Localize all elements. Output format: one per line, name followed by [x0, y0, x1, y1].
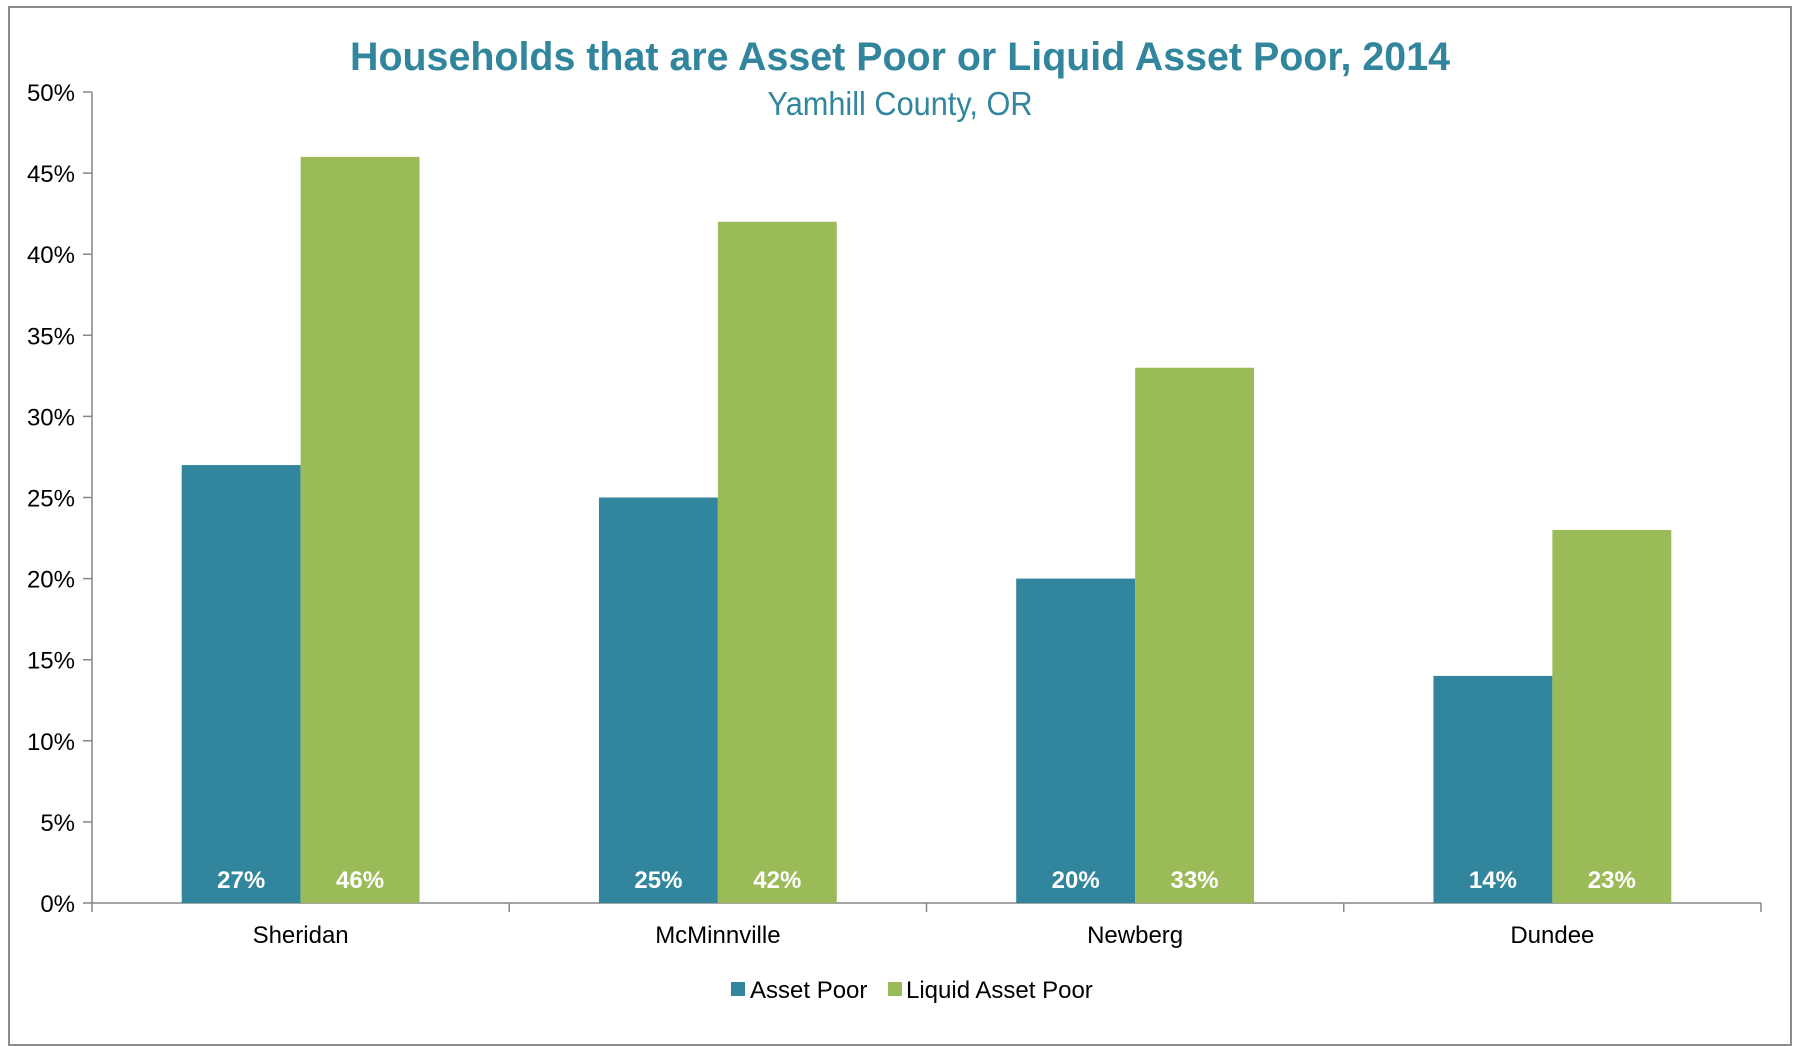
- data-label: 20%: [1052, 867, 1100, 894]
- y-tick-label: 35%: [27, 323, 75, 350]
- data-label: 23%: [1588, 867, 1636, 894]
- data-label: 42%: [753, 867, 801, 894]
- chart-subtitle: Yamhill County, OR: [768, 85, 1033, 122]
- bar-asset-poor: [181, 465, 301, 903]
- y-axis: 0% 5% 10% 15% 20% 25% 30% 35% 40% 45% 50%: [27, 80, 93, 918]
- bar-liquid-asset-poor: [1552, 529, 1672, 903]
- y-tick-label: 25%: [27, 486, 75, 513]
- chart-title: Households that are Asset Poor or Liquid…: [350, 35, 1451, 79]
- x-axis: Sheridan McMinnville Newberg Dundee: [91, 902, 1762, 949]
- y-tick-label: 10%: [27, 729, 75, 756]
- bar-liquid-asset-poor: [717, 221, 837, 903]
- legend-label: Asset Poor: [750, 977, 867, 1004]
- x-category-label: Sheridan: [253, 922, 349, 949]
- x-category-label: Newberg: [1087, 922, 1183, 949]
- y-tick-label: 30%: [27, 404, 75, 431]
- legend-swatch: [888, 982, 902, 996]
- bar-asset-poor: [1433, 675, 1553, 903]
- bar-liquid-asset-poor: [300, 156, 420, 903]
- bar-asset-poor: [1016, 578, 1136, 903]
- y-tick-label: 15%: [27, 648, 75, 675]
- y-tick-label: 40%: [27, 242, 75, 269]
- data-label: 25%: [634, 867, 682, 894]
- bar-chart: Households that are Asset Poor or Liquid…: [27, 35, 1762, 1004]
- legend-swatch: [731, 982, 745, 996]
- legend: Asset Poor Liquid Asset Poor: [731, 977, 1093, 1004]
- bar-asset-poor: [598, 497, 718, 903]
- data-label: 27%: [217, 867, 265, 894]
- bar-liquid-asset-poor: [1135, 367, 1255, 903]
- bars: 27% 46% 25% 42% 20% 33% 14% 23%: [181, 156, 1672, 903]
- y-tick-label: 45%: [27, 161, 75, 188]
- y-tick-label: 5%: [40, 810, 75, 837]
- data-label: 33%: [1171, 867, 1219, 894]
- y-tick-label: 20%: [27, 567, 75, 594]
- x-category-label: McMinnville: [655, 922, 780, 949]
- y-tick-label: 0%: [40, 891, 75, 918]
- y-tick-label: 50%: [27, 80, 75, 107]
- x-category-label: Dundee: [1510, 922, 1594, 949]
- legend-label: Liquid Asset Poor: [906, 977, 1093, 1004]
- data-label: 46%: [336, 867, 384, 894]
- data-label: 14%: [1469, 867, 1517, 894]
